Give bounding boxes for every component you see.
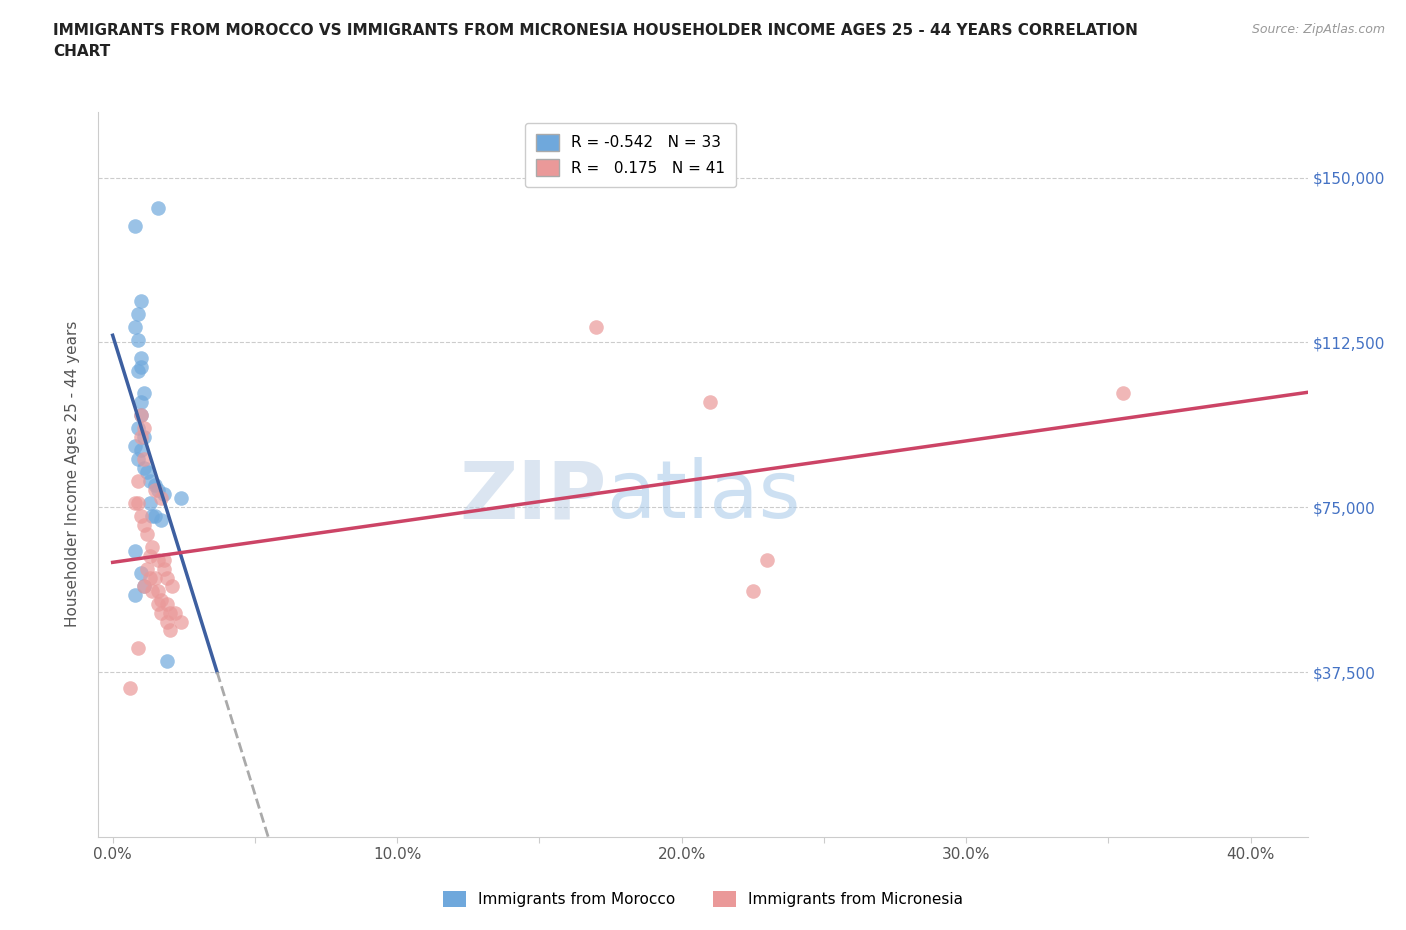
Point xyxy=(170,491,193,506)
Point xyxy=(127,641,149,656)
Point xyxy=(129,565,152,580)
Text: atlas: atlas xyxy=(606,457,800,535)
Point xyxy=(156,570,179,585)
Point xyxy=(143,483,166,498)
Point xyxy=(135,465,157,480)
Point xyxy=(141,539,163,554)
Point xyxy=(118,680,141,695)
Point xyxy=(132,460,155,475)
Point xyxy=(153,486,176,501)
Point xyxy=(132,386,155,401)
Point xyxy=(146,552,169,567)
Point xyxy=(143,570,166,585)
Point xyxy=(165,605,187,620)
Text: Source: ZipAtlas.com: Source: ZipAtlas.com xyxy=(1251,23,1385,36)
Point xyxy=(127,496,149,511)
Point xyxy=(127,306,149,321)
Point xyxy=(132,430,155,445)
Point xyxy=(153,562,176,577)
Point xyxy=(132,451,155,466)
Point xyxy=(156,654,179,669)
Point xyxy=(146,201,169,216)
Point xyxy=(129,430,152,445)
Point xyxy=(132,420,155,435)
Point xyxy=(127,333,149,348)
Point xyxy=(141,509,163,524)
Point xyxy=(143,509,166,524)
Point xyxy=(124,438,146,453)
Point xyxy=(156,596,179,611)
Point xyxy=(699,394,721,409)
Point xyxy=(143,478,166,493)
Point xyxy=(135,526,157,541)
Point xyxy=(127,420,149,435)
Point xyxy=(129,394,152,409)
Point xyxy=(146,596,169,611)
Point xyxy=(153,552,176,567)
Point xyxy=(170,614,193,629)
Point xyxy=(124,544,146,559)
Point xyxy=(124,320,146,335)
Point xyxy=(150,605,173,620)
Point xyxy=(127,364,149,379)
Point xyxy=(159,605,181,620)
Point xyxy=(127,451,149,466)
Point xyxy=(156,614,179,629)
Point xyxy=(124,588,146,603)
Point xyxy=(135,562,157,577)
Point xyxy=(150,491,173,506)
Point xyxy=(132,579,155,594)
Point xyxy=(138,570,160,585)
Point xyxy=(138,496,160,511)
Point xyxy=(146,483,169,498)
Point xyxy=(138,548,160,563)
Point xyxy=(159,623,181,638)
Y-axis label: Householder Income Ages 25 - 44 years: Householder Income Ages 25 - 44 years xyxy=(65,321,80,628)
Point xyxy=(141,583,163,598)
Point xyxy=(132,579,155,594)
Text: ZIP: ZIP xyxy=(458,457,606,535)
Point xyxy=(129,293,152,308)
Point xyxy=(132,517,155,532)
Point xyxy=(129,443,152,458)
Point xyxy=(146,583,169,598)
Point xyxy=(129,359,152,374)
Point xyxy=(129,351,152,365)
Point xyxy=(150,592,173,607)
Text: IMMIGRANTS FROM MOROCCO VS IMMIGRANTS FROM MICRONESIA HOUSEHOLDER INCOME AGES 25: IMMIGRANTS FROM MOROCCO VS IMMIGRANTS FR… xyxy=(53,23,1139,60)
Point xyxy=(129,407,152,422)
Point xyxy=(756,552,779,567)
Point xyxy=(150,513,173,528)
Point xyxy=(129,509,152,524)
Point xyxy=(1111,386,1133,401)
Legend: Immigrants from Morocco, Immigrants from Micronesia: Immigrants from Morocco, Immigrants from… xyxy=(436,884,970,913)
Point xyxy=(138,473,160,488)
Legend: R = -0.542   N = 33, R =   0.175   N = 41: R = -0.542 N = 33, R = 0.175 N = 41 xyxy=(526,123,735,187)
Point xyxy=(127,473,149,488)
Point xyxy=(124,496,146,511)
Point xyxy=(741,583,763,598)
Point xyxy=(124,219,146,233)
Point xyxy=(585,320,607,335)
Point xyxy=(129,407,152,422)
Point xyxy=(162,579,184,594)
